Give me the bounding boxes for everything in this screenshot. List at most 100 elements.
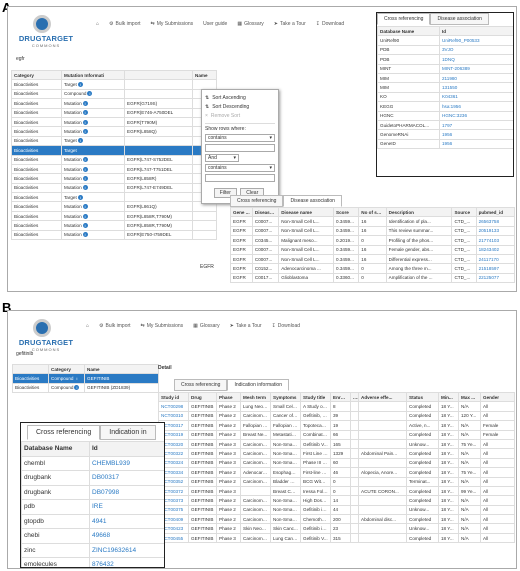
info-icon[interactable]: i (82, 110, 88, 116)
xref-id-link[interactable]: 3VJO (439, 44, 513, 56)
nav-user-guide[interactable]: User guide (203, 21, 228, 27)
xref-id-link[interactable]: 49668 (89, 528, 164, 544)
xref-id-link[interactable]: 1797 (439, 119, 513, 131)
logo[interactable]: DRUGTARGET COMMONS (16, 319, 73, 355)
col-indication-6[interactable]: Enrol... (330, 391, 351, 403)
col-category[interactable]: Category (48, 363, 85, 375)
info-icon[interactable]: i (82, 157, 88, 163)
nav-bulk-import[interactable]: ⚙ Bulk import (99, 323, 131, 329)
col-indication-9[interactable]: Status (406, 391, 439, 403)
nav-bulk-import[interactable]: ⚙ Bulk import (109, 21, 141, 27)
xref-id-link[interactable]: ZINC19632614 (89, 542, 164, 558)
tab-cross-referencing[interactable]: Cross referencing (377, 13, 431, 25)
table-row[interactable]: EGFR C0007... Non-Small Cell L... 0.3459...… (230, 253, 516, 265)
table-row[interactable]: Bioactivities Mutation i EGFR(L747-E749DEL (11, 182, 217, 194)
logo[interactable]: DRUGTARGET COMMONS (16, 15, 73, 51)
table-row[interactable]: Bioactivities Mutation i EGFR(L858R,T790M) (11, 220, 217, 231)
table-row[interactable]: Bioactivities Compound i (11, 88, 217, 100)
table-row[interactable]: NCT00317 GEFITINIB Phase 2 Fallopian T... Fa… (158, 420, 515, 431)
info-icon[interactable]: i (82, 213, 88, 219)
col-category[interactable]: Category (11, 69, 62, 81)
col-database-name[interactable]: Database Name (21, 441, 90, 457)
col-indication-1[interactable]: Drug (188, 391, 217, 403)
xref-id-link[interactable]: hsa:1956 (439, 101, 513, 112)
info-icon[interactable]: i (74, 385, 80, 391)
col-indication-3[interactable]: Mesh term (240, 391, 271, 403)
col-name[interactable]: Name (84, 363, 159, 375)
xref-id-link[interactable]: K04361 (439, 91, 513, 103)
col-id[interactable]: Id (439, 25, 513, 37)
col-indication-5[interactable]: Study title (300, 391, 331, 403)
disease-cell[interactable]: 21774103 (475, 235, 516, 246)
table-row[interactable]: NCT00298 GEFITINIB Phase 2 Lung Neop... Smal… (158, 401, 515, 412)
table-row[interactable]: NCT00372 GEFITINIB Phase 3 Breast Can... Ire… (158, 485, 515, 497)
xref-id-link[interactable]: 876432 (89, 557, 164, 567)
table-row[interactable]: Bioactivities Mutation i EGFR(E750-I759DEL (11, 229, 217, 241)
xref-id-link[interactable]: UniRef90_P00533 (439, 35, 513, 46)
home-icon[interactable]: ⌂ (96, 21, 100, 27)
table-row[interactable]: NCT00324 GEFITINIB Phase 3 Carcinoma... Non-… (158, 457, 515, 469)
table-row[interactable]: Bioactivities Mutation i EGFR(G719S) (11, 98, 217, 109)
col-database-name[interactable]: Database Name (377, 25, 440, 37)
table-row[interactable]: Bioactivities Mutation i EGFR(E746-A750DEL (11, 107, 217, 118)
info-icon[interactable]: i (82, 185, 88, 191)
info-icon[interactable]: i (82, 175, 88, 181)
xref-id-link[interactable]: DB07998 (89, 484, 164, 500)
table-row[interactable]: NCT00455 GEFITINIB Phase 3 Carcinoma... Lung… (158, 532, 515, 544)
table-row[interactable]: NCT00320 GEFITINIB Phase 3 Carcinoma... Non-… (158, 438, 515, 450)
tab-indication-information[interactable]: Indication in (100, 425, 156, 440)
nav-take-a-tour[interactable]: ➤ Take a Tour (273, 21, 306, 27)
filter-button[interactable]: Filter (213, 188, 237, 198)
col-indication-2[interactable]: Phase (216, 391, 241, 403)
col-disease-5[interactable]: Description (385, 206, 453, 218)
table-row[interactable]: Bioactivities Compound i GEFITINIB (12, 373, 159, 384)
table-row[interactable]: Bioactivities Target i (11, 79, 217, 90)
table-row[interactable]: EGFR C0017... Glioblastoma 0.3360... 0 Amplif… (230, 272, 516, 284)
info-icon[interactable]: i (74, 376, 80, 382)
info-icon[interactable]: i (77, 82, 83, 88)
disease-cell[interactable]: 18243402 (475, 244, 516, 255)
table-row[interactable]: Bioactivities Mutation i EGFR(L858R,T790M) (11, 210, 217, 222)
info-icon[interactable]: i (82, 100, 88, 106)
info-icon[interactable]: i (77, 138, 83, 144)
col-disease-3[interactable]: Score (333, 206, 360, 218)
tab-cross-referencing[interactable]: Cross referencing (230, 195, 284, 207)
table-row[interactable]: EGFR C0007... Non-Small Cell L... 0.3459...… (230, 216, 516, 227)
xref-id-link[interactable]: 211980 (439, 72, 513, 84)
col-disease-2[interactable]: Disease name (278, 206, 335, 218)
table-row[interactable]: Bioactivities Mutation i EGFR(T790M) (11, 116, 217, 128)
nav-download[interactable]: ↧ Download (271, 323, 301, 329)
table-row[interactable]: EGFR C0152... Adenocarcinoma ... 0.3459... 0… (230, 263, 516, 274)
home-icon[interactable]: ⌂ (86, 323, 90, 329)
table-row[interactable]: NCT00334 GEFITINIB Phase 2 Adenocarci... Eso… (158, 467, 515, 478)
table-row[interactable]: NCT00423 GEFITINIB Phase 2 Skin Neopl... Ski… (158, 523, 515, 534)
info-icon[interactable]: i (82, 129, 88, 135)
table-row[interactable]: NCT00322 GEFITINIB Phase 3 Carcinoma... Non-… (158, 448, 515, 459)
table-row[interactable]: NCT00310 GEFITINIB Phase 2 Carcinoma... Canc… (158, 410, 515, 422)
table-row[interactable]: Bioactivities Target (11, 145, 217, 156)
table-row[interactable]: NCT00352 GEFITINIB Phase 2 Carcinoma... Blad… (158, 476, 515, 487)
remove-sort[interactable]: × Remove Sort (205, 112, 241, 119)
xref-id-link[interactable]: DB00317 (89, 470, 164, 486)
table-row[interactable]: Bioactivities Mutation i EGFR(L858R) (11, 173, 217, 184)
col-id[interactable]: Id (89, 441, 164, 457)
nav-glossary[interactable]: ▦ Glossary (193, 323, 220, 329)
indication-cell[interactable]: NCT00298 (158, 401, 189, 412)
col-disease-4[interactable]: No of snps (358, 206, 387, 218)
tab-disease-association[interactable]: Disease association (283, 195, 342, 207)
nav-my-submissions[interactable]: ⇆ My Submissions (140, 323, 184, 329)
col-disease-7[interactable]: pubmed_id (475, 206, 516, 218)
filter-op2-select[interactable]: contains ▾ (205, 164, 275, 172)
col-indication-11[interactable]: Max ... (458, 391, 481, 403)
nav-my-submissions[interactable]: ⇆ My Submissions (150, 21, 194, 27)
xref-id-link[interactable]: CHEMBL939 (89, 455, 164, 471)
nav-take-a-tour[interactable]: ➤ Take a Tour (229, 323, 262, 329)
col-indication-7[interactable]: ... (350, 391, 359, 403)
info-icon[interactable]: i (77, 194, 83, 200)
col-mutation[interactable]: Mutation Informati (61, 69, 125, 81)
xref-id-link[interactable]: 1DNQ (439, 54, 513, 65)
info-icon[interactable]: i (82, 166, 88, 172)
table-row[interactable]: NCT00319 GEFITINIB Phase 2 Breast Ne... Meta… (158, 429, 515, 440)
disease-cell[interactable]: 22125077 (475, 272, 516, 284)
filter-op1-select[interactable]: contains ▾ (205, 134, 275, 142)
